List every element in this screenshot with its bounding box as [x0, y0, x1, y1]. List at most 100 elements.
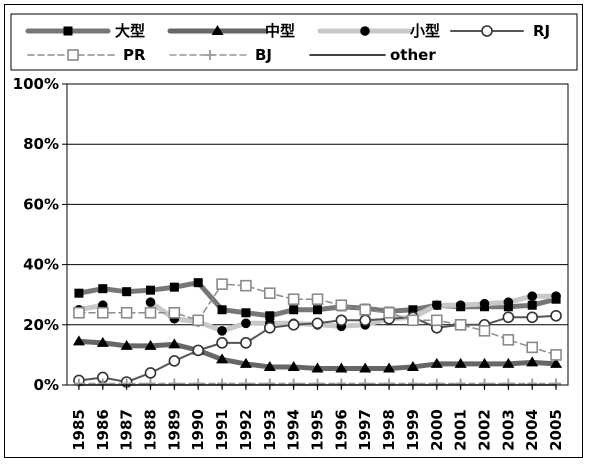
legend-label: BJ: [255, 46, 272, 64]
data-point-PR: [263, 287, 276, 299]
legend-item-other: other: [309, 46, 436, 64]
x-tick-label: 1992: [237, 409, 255, 451]
data-point-中型: [216, 353, 229, 364]
legend: 大型 中型 小型 RJ PR BJ other: [10, 13, 578, 71]
y-tick-label: 100%: [13, 75, 59, 93]
data-point-legend-RJ: [481, 25, 493, 37]
x-tick-label: 2005: [547, 409, 565, 451]
data-point-RJ: [526, 311, 539, 324]
data-point-PR: [168, 306, 181, 319]
y-tick-label: 40%: [23, 256, 59, 274]
legend-item-中型: 中型: [167, 22, 295, 40]
data-point-PR: [526, 341, 539, 354]
data-point-PR: [478, 325, 491, 337]
data-point-PR: [144, 306, 157, 319]
data-point-小型: [217, 326, 227, 336]
data-point-中型: [335, 362, 348, 373]
data-point-大型: [122, 287, 132, 297]
legend-label: 中型: [265, 22, 295, 40]
y-tick-label: 0%: [34, 376, 59, 394]
data-point-中型: [359, 362, 372, 373]
data-point-PR: [120, 306, 133, 319]
y-tick-label: 20%: [23, 316, 59, 334]
data-point-RJ: [240, 337, 252, 349]
series-layer: [72, 278, 563, 389]
data-point-RJ: [311, 317, 324, 330]
legend-label: other: [390, 46, 436, 64]
x-tick-label: 1998: [380, 409, 398, 451]
data-point-小型: [431, 300, 442, 311]
data-point-PR: [383, 306, 395, 319]
legend-item-RJ: RJ: [450, 22, 550, 40]
data-point-RJ: [144, 367, 157, 379]
data-point-大型: [217, 305, 227, 315]
data-point-RJ: [287, 318, 300, 331]
legend-item-BJ: BJ: [169, 46, 272, 64]
data-point-RJ: [502, 311, 515, 324]
data-point-大型: [193, 278, 203, 288]
x-tick-label: 1987: [118, 409, 136, 451]
data-point-中型: [144, 339, 157, 350]
data-point-legend-中型: [211, 25, 224, 35]
x-tick-label: 2002: [476, 409, 494, 451]
x-tick-label: 1993: [261, 409, 279, 451]
data-point-RJ: [550, 309, 562, 322]
data-point-小型: [527, 291, 538, 302]
legend-item-PR: PR: [27, 46, 146, 64]
data-point-小型: [503, 297, 514, 308]
data-point-小型: [479, 298, 490, 309]
data-point-大型: [313, 305, 322, 315]
data-point-小型: [455, 300, 466, 311]
x-tick-label: 1997: [356, 409, 374, 451]
data-point-PR: [311, 293, 324, 306]
data-point-中型: [383, 362, 396, 373]
series-PR: [73, 278, 562, 361]
data-point-小型: [551, 291, 561, 302]
y-tick-label: 60%: [23, 195, 59, 213]
data-point-PR: [335, 299, 348, 312]
data-point-小型: [145, 297, 156, 308]
x-tick-label: 1999: [404, 409, 422, 451]
data-point-中型: [168, 338, 181, 349]
data-point-PR: [430, 314, 443, 327]
plot-border: [66, 83, 569, 386]
data-point-大型: [527, 300, 537, 310]
legend-item-大型: 大型: [25, 22, 145, 40]
data-point-PR: [407, 314, 419, 327]
legend-item-小型: 小型: [317, 22, 440, 40]
data-point-中型: [406, 360, 419, 371]
data-point-PR: [96, 306, 109, 319]
data-point-legend-BJ: [205, 50, 215, 60]
data-point-中型: [311, 362, 324, 373]
data-point-小型: [241, 318, 251, 329]
x-axis-ticks: 1985 1986 1987 1988 1989 1990 1991 1992 1993 1994…: [70, 385, 565, 451]
data-point-中型: [430, 357, 443, 368]
data-point-RJ: [216, 337, 228, 349]
y-tick-label: 80%: [23, 135, 59, 153]
x-tick-label: 1994: [285, 409, 303, 451]
x-tick-label: 2003: [499, 409, 517, 451]
x-tick-label: 1996: [332, 409, 350, 451]
x-tick-label: 1985: [70, 409, 88, 451]
data-point-PR: [73, 306, 85, 319]
x-tick-label: 2004: [523, 409, 541, 451]
data-point-PR: [502, 334, 515, 346]
data-point-中型: [239, 357, 252, 368]
data-point-legend-PR: [67, 49, 79, 61]
data-point-RJ: [335, 314, 348, 327]
x-tick-label: 1986: [94, 409, 112, 451]
data-point-PR: [359, 303, 372, 316]
data-point-RJ: [168, 355, 181, 367]
plot-area: [66, 83, 569, 386]
series-中型: [72, 335, 563, 373]
x-tick-label: 1989: [165, 409, 183, 451]
data-point-大型: [98, 284, 108, 294]
data-point-RJ: [263, 322, 276, 334]
x-tick-label: 1995: [309, 409, 327, 451]
data-point-大型: [408, 305, 418, 315]
data-point-大型: [265, 311, 275, 321]
series-RJ: [73, 309, 562, 388]
data-point-legend-大型: [63, 26, 73, 36]
data-point-中型: [72, 335, 85, 346]
